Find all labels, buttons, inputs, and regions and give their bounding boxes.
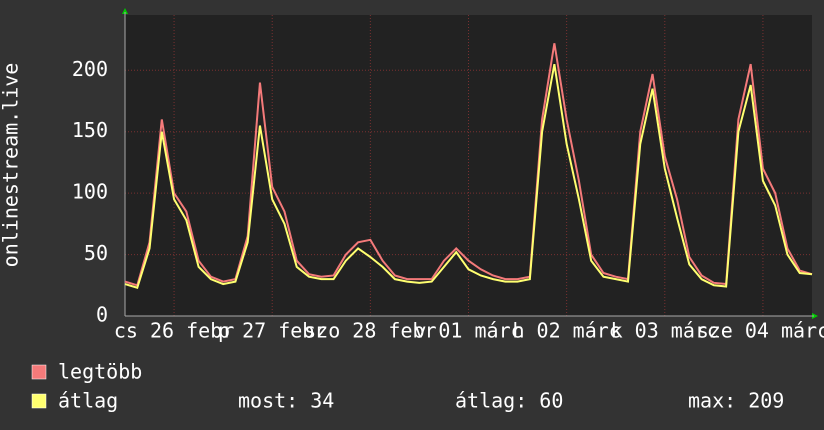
y-tick-label: 0 [96, 303, 108, 327]
series-line [124, 43, 813, 287]
series-line [124, 63, 813, 289]
legend-label: átlag [58, 389, 118, 413]
y-tick-label: 100 [72, 180, 108, 204]
x-tick-label: sze 04 márc [697, 319, 824, 343]
x-tick-label: k 03 márc [611, 319, 719, 343]
x-tick-label: cs 26 febr [114, 319, 234, 343]
stat: átlag: 60 [455, 389, 563, 413]
legend-swatch [31, 393, 47, 409]
x-tick-label: p 27 febr [218, 319, 326, 343]
stat: max: 209 [688, 389, 784, 413]
y-tick-label: 200 [72, 57, 108, 81]
y-axis-label: onlinestream.live [0, 63, 23, 268]
axis-arrow [122, 8, 128, 14]
x-tick-label: v 01 márc [414, 319, 522, 343]
legend-label: legtöbb [58, 360, 142, 384]
y-tick-label: 150 [72, 118, 108, 142]
axis-arrow [812, 313, 818, 319]
legend-swatch [31, 364, 47, 380]
x-tick-label: szo 28 febr [304, 319, 436, 343]
x-tick-label: h 02 márc [512, 319, 620, 343]
y-tick-label: 50 [84, 241, 108, 265]
stat: most: 34 [238, 389, 334, 413]
